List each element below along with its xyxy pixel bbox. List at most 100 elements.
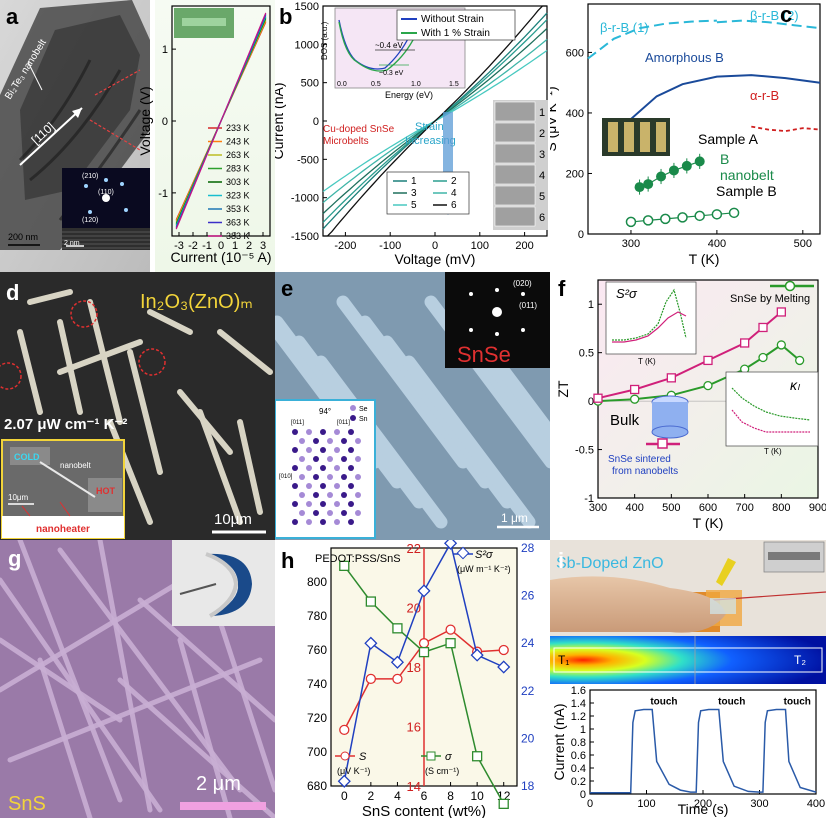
legend-series-label: 6: [451, 200, 457, 211]
chart-i: 0 100 200 300 400 00.20.40.60.811.21.41.6 Time…: [551, 685, 825, 817]
strain-photo: [494, 143, 536, 164]
y-tick-label-s2sigma: 28: [521, 541, 535, 555]
point-sigma: [445, 638, 456, 649]
legend-with-strain: With 1 % Strain: [421, 28, 490, 39]
atom: [334, 501, 340, 507]
current-trace: [590, 708, 817, 794]
x-tick-label: 0: [341, 789, 348, 803]
x-tick-label: 0: [587, 798, 593, 810]
nanobelt-pointer: [27, 61, 43, 91]
legend-label: 353 K: [226, 204, 250, 214]
dos-xlabel: Energy (eV): [385, 90, 433, 100]
saed-spot: [88, 210, 92, 214]
legend-series-label: 5: [411, 200, 417, 211]
panel-e: e (020) (011) SnSe 94° [011] [011] [010]…: [275, 272, 550, 540]
legend-marker-s2s: [456, 546, 470, 560]
atom: [299, 474, 305, 480]
x-tick-label: 700: [735, 502, 753, 514]
bulk-label: Bulk: [610, 412, 640, 429]
x-tick-label: 400: [807, 798, 825, 810]
zt-point-sintered: [593, 393, 603, 403]
atom: [355, 474, 361, 480]
x-axis-label: Voltage (mV): [395, 251, 476, 267]
y-tick-label-sigma: 20: [407, 601, 421, 616]
atom: [334, 447, 340, 453]
plot-frame: [589, 689, 817, 795]
atom: [299, 492, 305, 498]
dos-tick: 1.5: [449, 81, 459, 88]
atom: [292, 465, 298, 471]
atom: [341, 510, 347, 516]
nanorods-g: [0, 540, 275, 818]
legend-marker-melting: [784, 280, 796, 292]
x-tick-label: -2: [188, 240, 198, 252]
gap1-label: ~0.4 eV: [375, 41, 403, 50]
y-tick-label-sigma: 14: [407, 779, 421, 794]
saed-center-e: [492, 307, 502, 317]
strain-photo: [494, 185, 536, 206]
atom: [348, 483, 354, 489]
x-tick-label: 900: [809, 502, 826, 514]
panel-g: g SnS 2 μm: [0, 540, 275, 818]
sample-b-point: [625, 216, 637, 228]
y-tick-label: 0: [162, 116, 168, 128]
x-tick-label: 200: [694, 798, 712, 810]
point-s2sigma: [364, 636, 378, 650]
legend-s2s-unit: (μW m⁻¹ K⁻²): [457, 564, 511, 574]
panel-letter-g: g: [8, 546, 21, 571]
x-tick-label: 300: [589, 502, 607, 514]
point-s: [365, 673, 377, 685]
nanorod: [7, 657, 263, 763]
zt-point-melting: [630, 394, 640, 404]
y-tick-label: -1000: [291, 193, 319, 205]
thermal-map: [550, 636, 826, 684]
saed-center-spot: [102, 194, 110, 202]
saed-label-210: (210): [82, 173, 98, 180]
atom: [306, 519, 312, 525]
y-tick-label-sigma: 18: [407, 660, 421, 675]
inset1-title: S²σ: [616, 286, 638, 301]
nanorod: [107, 419, 153, 525]
atom: [334, 483, 340, 489]
y-axis-label: Current (nA): [551, 703, 567, 780]
touch-label: touch: [650, 696, 677, 707]
atom: [299, 510, 305, 516]
y-tick-label-s2sigma: 22: [521, 684, 535, 698]
atom: [348, 501, 354, 507]
point-s2sigma: [497, 660, 511, 674]
panel-h: 0 2 4 6 8 10 12 SnS content (wt%) 680 700 720 740 76…: [275, 540, 550, 818]
y-tick-label: 200: [566, 168, 584, 180]
nanorod: [197, 409, 243, 525]
panel-letter-i: i: [558, 548, 564, 573]
x-tick-label: 400: [625, 502, 643, 514]
panel-d-svg: In₂O₃(ZnO)ₘ d 2.07 μW cm⁻¹ K⁻² COLD HOT …: [0, 272, 275, 540]
atom: [327, 474, 333, 480]
y-tick-label: 0: [588, 396, 594, 408]
sample-a-point: [694, 156, 705, 167]
x-axis-label: T (K): [689, 251, 720, 267]
axis-label-3: [010]: [279, 474, 293, 480]
legend-label: 263 K: [226, 150, 250, 160]
finger: [550, 576, 726, 633]
atom: [334, 519, 340, 525]
y-axis-label: Voltage (V): [137, 86, 153, 155]
x-tick-label: -1: [202, 240, 212, 252]
panel-f: 300 400 500 600 700 800 900 -1 -0.5 0 0.5 1 T (K) ZT …: [550, 272, 826, 540]
zt-point-sintered: [666, 373, 676, 383]
panel-letter-b: b: [279, 4, 292, 29]
atom: [341, 438, 347, 444]
nanoheater-pointer-2: [59, 501, 71, 517]
x-axis-label: Time (s): [678, 801, 729, 817]
y-tick-label-s2sigma: 18: [521, 779, 535, 793]
y-tick-label: 1.4: [571, 698, 586, 710]
y-tick-label-s: 800: [307, 575, 327, 589]
nanobelt-label-d: nanobelt: [60, 461, 91, 470]
atom: [341, 492, 347, 498]
y-tick-label-s: 780: [307, 609, 327, 623]
atom: [348, 429, 354, 435]
point-sigma: [365, 596, 377, 607]
atom: [299, 438, 305, 444]
strain-photo-number: 3: [539, 149, 545, 161]
